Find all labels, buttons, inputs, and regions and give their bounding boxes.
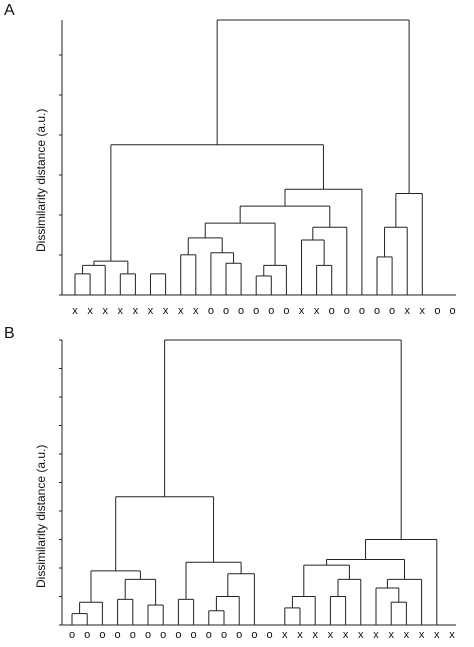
panel-a-leaf-label: o: [329, 305, 335, 317]
panel-b-leaf-label: o: [84, 629, 90, 641]
panel-b-leaf-label: x: [434, 629, 440, 641]
panel-a-leaf-label: o: [389, 305, 395, 317]
panel-a-leaf-label: x: [133, 305, 139, 317]
panel-a-leaf-label: x: [404, 305, 410, 317]
panel-a-leaf-label: o: [374, 305, 380, 317]
panel-a-leaf-label: x: [163, 305, 169, 317]
panel-a-leaf-label: o: [449, 305, 455, 317]
panel-b-leaf-label: x: [297, 629, 303, 641]
panel-a-leaf-label: x: [102, 305, 108, 317]
panel-a-leaf-label: o: [434, 305, 440, 317]
panel-b-leaf-label: o: [206, 629, 212, 641]
panel-a-leaf-label: o: [268, 305, 274, 317]
panel-b-label: B: [4, 325, 15, 342]
panel-b-leaf-label: o: [115, 629, 121, 641]
panel-b-leaf-label: o: [99, 629, 105, 641]
panel-b-leaf-label: x: [388, 629, 394, 641]
panel-b-leaf-label: x: [419, 629, 425, 641]
panel-b-leaf-label: o: [267, 629, 273, 641]
panel-a-leaf-label: o: [223, 305, 229, 317]
panel-a-label: A: [4, 2, 15, 19]
panel-b-leaf-label: o: [221, 629, 227, 641]
panel-b-leaf-label: x: [328, 629, 334, 641]
panel-b-leaf-label: x: [358, 629, 364, 641]
panel-b-leaf-label: x: [449, 629, 455, 641]
panel-a-leaf-label: x: [299, 305, 305, 317]
panel-b-leaf-label: o: [175, 629, 181, 641]
panel-a-leaf-label: x: [193, 305, 199, 317]
panel-b-leaf-label: o: [251, 629, 257, 641]
panel-a-leaf-label: o: [238, 305, 244, 317]
panel-a-leaf-label: o: [344, 305, 350, 317]
panel-a-leaf-label: x: [148, 305, 154, 317]
panel-b-leaf-label: x: [282, 629, 288, 641]
panel-a-leaf-label: x: [72, 305, 78, 317]
panel-b-leaf-label: x: [343, 629, 349, 641]
panel-b-leaf-label: x: [373, 629, 379, 641]
panel-a-leaf-label: x: [87, 305, 93, 317]
panel-a-leaf-label: o: [208, 305, 214, 317]
panel-b-leaf-label: o: [145, 629, 151, 641]
panel-b-leaf-label: o: [236, 629, 242, 641]
panel-b-leaf-label: o: [160, 629, 166, 641]
panel-b-leaf-label: x: [312, 629, 318, 641]
panel-a-leaf-label: x: [420, 305, 426, 317]
panel-a-leaf-label: o: [359, 305, 365, 317]
panel-b-leaf-label: x: [404, 629, 410, 641]
panel-a-leaf-label: x: [118, 305, 124, 317]
panel-a-leaf-label: x: [178, 305, 184, 317]
panel-b-leaf-label: o: [191, 629, 197, 641]
panel-a-leaf-label: x: [314, 305, 320, 317]
panel-b-leaf-label: o: [69, 629, 75, 641]
panel-a-leaf-label: o: [253, 305, 259, 317]
panel-b-leaf-label: o: [130, 629, 136, 641]
panel-a-leaf-label: o: [283, 305, 289, 317]
